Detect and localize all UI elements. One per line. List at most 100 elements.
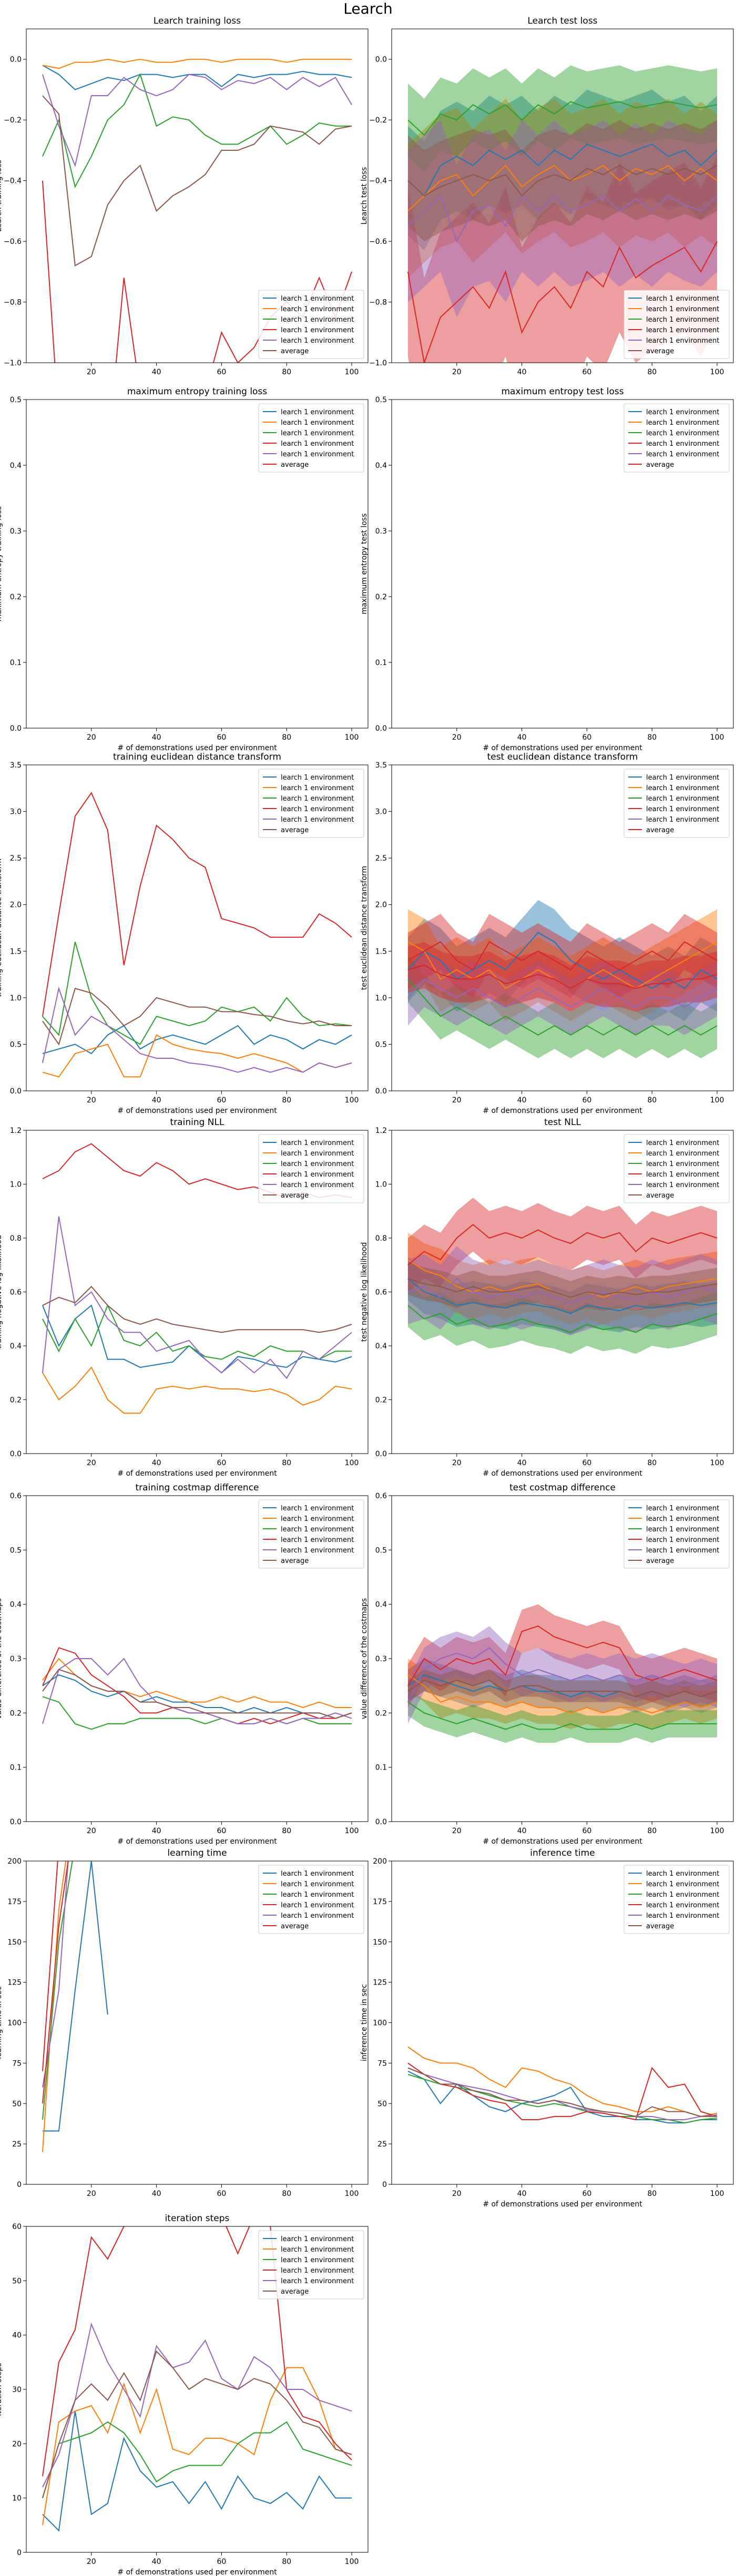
legend: learch 1 environment learch 1 environment…	[258, 769, 364, 838]
y-tick-label: 75	[377, 2059, 387, 2068]
x-axis-label: # of demonstrations used per environment	[117, 1107, 277, 1115]
legend-entry: learch 1 environment	[281, 795, 354, 803]
y-tick-label: 3.5	[10, 761, 22, 770]
series-line-5	[42, 74, 352, 168]
plot-area	[42, 792, 352, 1078]
series-line-4	[407, 1625, 718, 1686]
figure-title: Learch	[343, 0, 393, 17]
legend-box	[258, 2230, 364, 2299]
x-tick-label: 100	[710, 2190, 724, 2198]
series-line-3	[407, 978, 718, 1036]
y-tick-label: 0.4	[375, 1601, 387, 1609]
legend-entry: learch 1 environment	[646, 1150, 719, 1158]
y-tick-label: 0.4	[10, 1342, 22, 1351]
series-line-4	[42, 792, 352, 1017]
x-tick-label: 80	[647, 733, 657, 742]
legend: learch 1 environment learch 1 environment…	[623, 403, 730, 473]
y-tick-label: 200	[7, 1857, 22, 1866]
chart-8: test NLL 20 40 60 80 100 0.0 0.2 0.4 0.6 0.8 1.0 1.2…	[360, 1117, 734, 1478]
legend: learch 1 environment learch 1 environment…	[258, 1865, 364, 1934]
series-line-2	[42, 1366, 352, 1414]
y-tick-label: −1.0	[369, 359, 387, 367]
y-tick-label: 0.4	[375, 462, 387, 470]
chart-3: maximum entropy training loss 20 40 60 80 100…	[0, 386, 369, 752]
chart-title: test costmap difference	[509, 1483, 616, 1493]
series-band-3	[407, 65, 718, 172]
y-tick-label: 60	[12, 2223, 22, 2231]
y-axis-label: maximum entropy test loss	[360, 514, 369, 615]
series-band-4	[407, 1198, 718, 1292]
series-line-5	[42, 1658, 352, 1725]
legend-entry: learch 1 environment	[646, 1870, 719, 1878]
plot-area	[42, 1647, 352, 1730]
y-tick-label: 0.0	[10, 724, 22, 733]
y-axis-label: maximum entropy training loss	[0, 506, 3, 621]
x-tick-label: 40	[517, 2190, 527, 2198]
x-tick-label: 60	[217, 1096, 227, 1105]
chart-1: Learch training loss 20 40 60 80 100 −1.0 −0.8 −…	[0, 16, 369, 376]
legend-entry: learch 1 environment	[281, 2277, 354, 2285]
y-tick-label: −1.0	[4, 359, 22, 367]
series-band-5	[407, 1246, 718, 1335]
legend: learch 1 environment learch 1 environment…	[258, 1134, 364, 1203]
series-line-5	[407, 1647, 718, 1703]
y-tick-label: 0.8	[10, 1234, 22, 1243]
x-tick-label: 80	[647, 2190, 657, 2198]
y-tick-label: 40	[12, 2332, 22, 2340]
legend-entry: learch 1 environment	[646, 795, 719, 803]
legend-box	[258, 290, 364, 359]
y-tick-label: 0.5	[375, 1546, 387, 1555]
x-tick-label: 60	[217, 368, 227, 376]
legend-entry: learch 1 environment	[646, 1536, 719, 1544]
y-tick-label: 25	[12, 2140, 22, 2149]
x-tick-label: 20	[452, 2190, 462, 2198]
series-line-1	[42, 2411, 352, 2532]
x-tick-label: 80	[647, 1096, 657, 1105]
plot-area	[407, 2046, 718, 2124]
x-tick-label: 20	[452, 1827, 462, 1835]
series-line-1	[42, 1861, 108, 2132]
legend-entry: learch 1 environment	[281, 419, 354, 427]
series-line-6	[407, 964, 718, 989]
y-tick-label: 0.6	[10, 1492, 22, 1500]
x-tick-label: 40	[517, 1096, 527, 1105]
series-line-2	[42, 1034, 352, 1078]
legend: learch 1 environment learch 1 environment…	[258, 290, 364, 359]
y-tick-label: 0.0	[375, 1818, 387, 1826]
legend-box	[623, 769, 730, 838]
legend-entry: learch 1 environment	[281, 1171, 354, 1179]
x-tick-label: 40	[152, 2558, 161, 2566]
y-tick-label: −0.2	[369, 116, 387, 125]
x-tick-label: 60	[582, 368, 592, 376]
x-tick-label: 60	[582, 1459, 592, 1467]
y-tick-label: 2.0	[375, 901, 387, 909]
series-line-5	[42, 1216, 352, 1379]
y-tick-label: 0.6	[10, 1289, 22, 1297]
legend-entry: learch 1 environment	[646, 1515, 719, 1523]
x-tick-label: 100	[345, 368, 359, 376]
series-band-5	[407, 120, 718, 318]
x-tick-label: 80	[647, 1827, 657, 1835]
y-axis-label: training negative log likelihood	[0, 1235, 3, 1349]
x-tick-label: 40	[152, 1096, 161, 1105]
x-tick-label: 60	[582, 1827, 592, 1835]
legend-entry: learch 1 environment	[646, 451, 719, 458]
plot-frame	[391, 399, 734, 729]
plot-area	[407, 65, 718, 363]
legend-entry: learch 1 environment	[281, 2235, 354, 2243]
series-line-5	[42, 986, 352, 1073]
legend-entry: learch 1 environment	[646, 1912, 719, 1920]
series-line-3	[42, 1304, 352, 1360]
legend-entry: learch 1 environment	[646, 295, 719, 303]
x-tick-label: 40	[517, 733, 527, 742]
plot-frame	[26, 764, 369, 1091]
series-line-4	[42, 2226, 352, 2477]
y-tick-label: 0.4	[375, 1342, 387, 1351]
x-tick-label: 20	[87, 1096, 96, 1105]
legend-entry: learch 1 environment	[281, 451, 354, 458]
legend: learch 1 environment learch 1 environment…	[258, 2230, 364, 2299]
legend: learch 1 environment learch 1 environment…	[258, 1499, 364, 1569]
legend-entry: learch 1 environment	[281, 1526, 354, 1534]
legend-box	[623, 1134, 730, 1203]
